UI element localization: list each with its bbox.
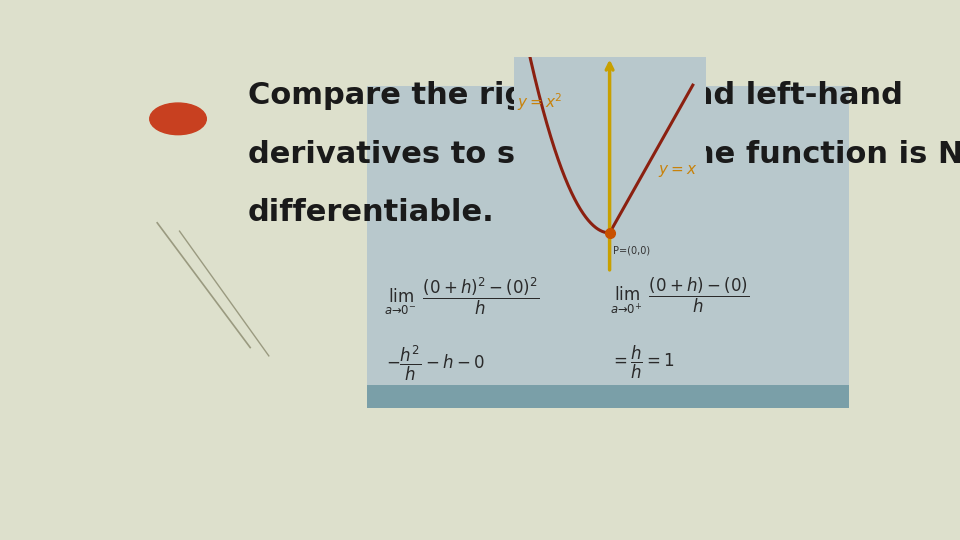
Text: $=\dfrac{h}{h} = 1$: $=\dfrac{h}{h} = 1$ xyxy=(610,343,674,381)
Circle shape xyxy=(150,103,206,134)
Text: $\lim_{a \to 0^-}\ \dfrac{(0+h)^2-(0)^2}{h}$: $\lim_{a \to 0^-}\ \dfrac{(0+h)^2-(0)^2}… xyxy=(384,275,540,316)
Text: P=(0,0): P=(0,0) xyxy=(613,245,651,255)
Text: Compare the right-hand and left-hand: Compare the right-hand and left-hand xyxy=(248,82,902,111)
Text: $y = x^2$: $y = x^2$ xyxy=(516,91,563,113)
Text: $-\dfrac{h^2}{h} - h - 0$: $-\dfrac{h^2}{h} - h - 0$ xyxy=(386,343,485,383)
Text: derivatives to show that the function is NOT: derivatives to show that the function is… xyxy=(248,140,960,168)
FancyBboxPatch shape xyxy=(367,385,849,408)
Text: $y = x$: $y = x$ xyxy=(658,163,697,179)
Text: $\lim_{a \to 0^+}\ \dfrac{(0+h)-(0)}{h}$: $\lim_{a \to 0^+}\ \dfrac{(0+h)-(0)}{h}$ xyxy=(610,275,749,316)
FancyBboxPatch shape xyxy=(367,85,849,408)
Text: differentiable.: differentiable. xyxy=(248,198,494,227)
